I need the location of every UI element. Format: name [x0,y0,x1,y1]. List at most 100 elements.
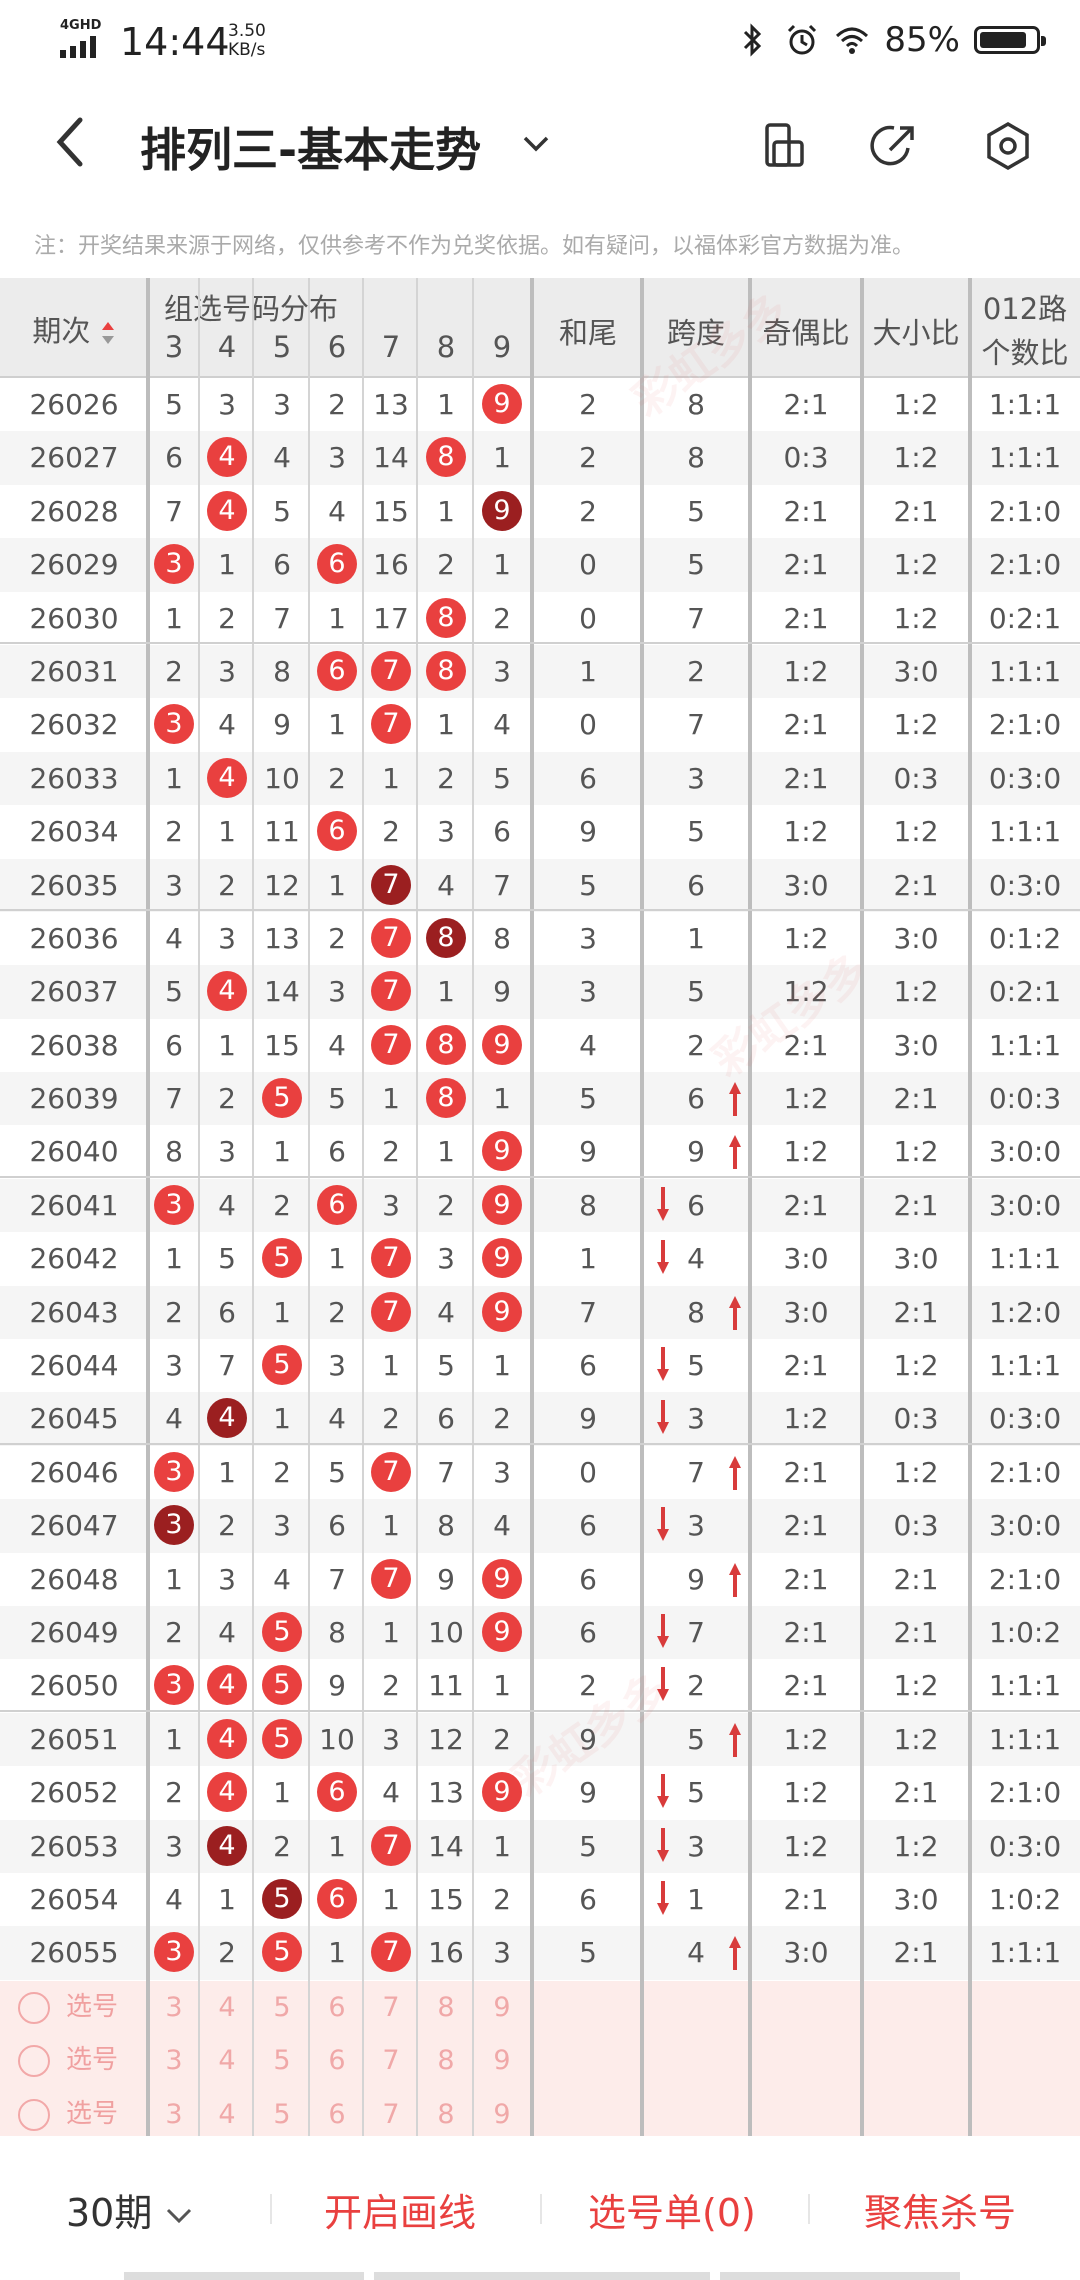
digit-cell: 6 [437,1402,455,1436]
select-digit[interactable]: 6 [328,2098,346,2130]
route-ratio: 2:1:0 [988,708,1062,742]
digit-cell: 9 [328,1669,346,1703]
digit-cell: 1 [382,1349,400,1383]
route-ratio: 3:0:0 [988,1188,1062,1222]
select-label[interactable]: 选号 [66,1992,119,2022]
select-digit[interactable]: 7 [382,2098,400,2130]
sum-tail: 9 [579,815,597,849]
settings-icon[interactable] [982,120,1034,172]
trend-down-arrow-icon [657,1880,669,1915]
route-ratio: 1:1:1 [988,1349,1062,1383]
issue-number: 26030 [29,601,119,635]
select-digit[interactable]: 4 [218,2098,236,2130]
group-divider [0,1443,1080,1445]
hit-ball: 9 [482,1291,522,1332]
digit-cell: 3 [437,1242,455,1276]
digit-cell: 1 [437,388,455,421]
page-title[interactable]: 排列三-基本走势 [140,123,482,177]
big-small-ratio: 3:0 [893,1028,939,1062]
hit-ball: 4 [207,971,247,1012]
span-value: 1 [687,921,705,955]
select-digit[interactable]: 3 [165,2098,183,2130]
digit-cell: 1 [493,1349,511,1383]
sort-icon[interactable] [100,320,116,346]
digit-cell: 1 [273,1776,291,1810]
select-digit[interactable]: 5 [273,1992,291,2023]
select-label[interactable]: 选号 [66,2098,119,2129]
trend-down-arrow-icon [657,1240,669,1275]
focus-kill-button[interactable]: 聚焦杀号 [864,2191,1017,2235]
trend-down-arrow-icon [657,1186,669,1221]
header-route-line1: 012路 [982,292,1068,326]
digit-cell: 4 [200,485,254,538]
table-row: 26027 6 4 4 3 14 8 1 2 8 0:3 1:2 1:1:1 [0,431,1080,485]
odd-even-ratio: 2:1 [783,1882,829,1916]
phone-rotate-icon[interactable] [758,120,810,172]
draw-lines-button[interactable]: 开启画线 [324,2191,477,2235]
span-value: 6 [687,1188,705,1222]
digit-cell: 6 [273,548,291,582]
table-row: 26035 3 2 12 1 7 4 7 5 6 3:0 2:1 0:3:0 [0,858,1080,912]
route-ratio: 2:1:0 [988,548,1062,582]
select-digit[interactable]: 8 [437,2098,455,2130]
back-arrow-icon[interactable] [48,112,96,172]
digit-cell: 4 [218,1615,236,1649]
select-digit[interactable]: 3 [165,1992,183,2023]
digit-cell: 1 [165,761,183,795]
odd-even-ratio: 2:1 [783,1028,829,1062]
big-small-ratio: 2:1 [893,1776,939,1810]
select-digit[interactable]: 9 [493,2045,511,2077]
digit-cell: 3 [165,868,183,902]
select-digit[interactable]: 7 [382,2045,400,2077]
sum-tail: 0 [579,708,597,742]
select-digit[interactable]: 4 [218,2045,236,2077]
select-digit[interactable]: 7 [382,1992,400,2023]
issue-number: 26052 [29,1776,119,1810]
digit-cell: 3 [328,975,346,1009]
column-divider [308,278,310,2136]
hit-ball: 7 [371,1451,411,1492]
digit-cell: 3 [148,1179,200,1232]
hit-ball: 3 [154,1184,194,1225]
table-row: 26034 2 1 11 6 2 3 6 9 5 1:2 1:2 1:1:1 [0,805,1080,858]
select-radio[interactable] [18,2098,50,2131]
chevron-down-icon[interactable] [518,126,554,162]
select-digit[interactable]: 8 [437,2045,455,2077]
hit-ball: 3 [154,704,194,745]
select-digit[interactable]: 6 [328,2045,346,2077]
digit-cell: 10 [264,761,300,795]
digit-cell: 1 [328,708,346,742]
select-label[interactable]: 选号 [66,2045,119,2076]
select-digit[interactable]: 9 [493,2098,511,2130]
digit-cell: 8 [328,1615,346,1649]
digit-cell: 7 [364,645,418,698]
select-radio[interactable] [18,1992,50,2024]
digit-cell: 9 [474,1286,530,1339]
span-value: 3 [687,1402,705,1436]
chevron-down-icon[interactable] [164,2205,194,2227]
select-digit[interactable]: 3 [165,2045,183,2077]
digit-cell: 3 [148,1446,200,1499]
span-value: 4 [687,1242,705,1276]
share-icon[interactable] [868,120,920,172]
issue-number: 26035 [29,868,119,902]
big-small-ratio: 1:2 [893,975,939,1009]
select-digit[interactable]: 9 [493,1992,511,2023]
select-digit[interactable]: 5 [273,2098,291,2130]
digit-cell: 5 [328,1082,346,1116]
digit-cell: 1 [218,1028,236,1062]
sum-tail: 6 [579,1349,597,1383]
select-digit[interactable]: 4 [218,1992,236,2023]
big-small-ratio: 0:3 [893,1509,939,1543]
select-digit[interactable]: 5 [273,2045,291,2077]
period-selector[interactable]: 30期 [66,2182,194,2237]
table-row: 26044 3 7 5 3 1 5 1 6 5 2:1 1:2 1:1:1 [0,1339,1080,1392]
select-radio[interactable] [18,2045,50,2078]
select-digit[interactable]: 6 [328,1992,346,2023]
pick-list-button[interactable]: 选号单(0) [588,2191,756,2235]
select-digit[interactable]: 8 [437,1992,455,2023]
header-period[interactable]: 期次 [0,308,148,350]
column-divider [968,278,972,2136]
divider [808,2194,810,2224]
